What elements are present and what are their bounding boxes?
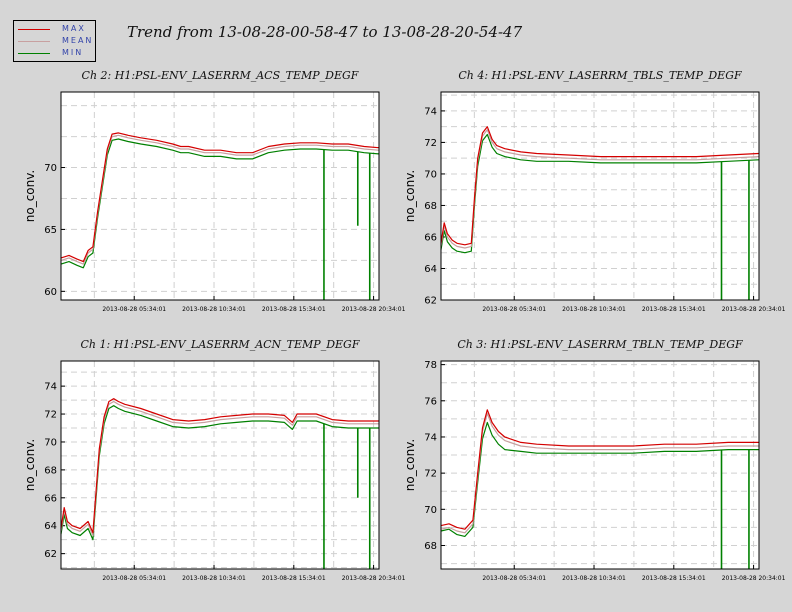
- legend-label-min: MIN: [62, 48, 84, 57]
- y-tick-label: 62: [44, 549, 57, 560]
- legend-label-mean: MEAN: [62, 36, 94, 45]
- plot-frame: [60, 91, 380, 301]
- y-tick-label: 74: [44, 382, 57, 393]
- series-line-mean: [440, 412, 759, 534]
- plot-frame: [440, 360, 760, 570]
- series-line-min: [440, 133, 759, 254]
- x-tick-label: 2013-08-28 05:34:01: [102, 575, 166, 582]
- y-tick-label: 62: [424, 296, 437, 307]
- chart-title-ch2: Ch 2: H1:PSL-ENV_LASERRM_ACS_TEMP_DEGF: [81, 69, 359, 82]
- x-tick-label: 2013-08-28 05:34:01: [482, 306, 546, 313]
- series-line-min: [60, 405, 379, 541]
- y-tick-label: 64: [424, 264, 437, 275]
- y-tick-label: 72: [424, 138, 437, 149]
- x-tick-label: 2013-08-28 15:34:01: [642, 575, 706, 582]
- x-tick-label: 2013-08-28 10:34:01: [182, 306, 246, 313]
- y-tick-label: 78: [424, 360, 437, 371]
- plot-frame: [440, 91, 760, 301]
- y-tick-label: 72: [424, 469, 437, 480]
- y-tick-label: 74: [424, 106, 437, 117]
- y-tick-label: 72: [44, 410, 57, 421]
- chart-ch1: 62 64 66 68 70 72 74 2013-08-28 05:34:01 2013-08…: [23, 360, 406, 582]
- series-line-min: [440, 421, 759, 538]
- x-tick-label: 2013-08-28 20:34:01: [722, 306, 786, 313]
- x-tick-label: 2013-08-28 10:34:01: [562, 575, 626, 582]
- page-title: Trend from 13-08-28-00-58-47 to 13-08-28…: [127, 23, 523, 41]
- series-line-min: [60, 138, 379, 269]
- y-axis-label: no_conv.: [403, 170, 417, 222]
- y-tick-label: 68: [44, 465, 57, 476]
- y-tick-label: 70: [424, 169, 437, 180]
- x-tick-label: 2013-08-28 20:34:01: [342, 575, 406, 582]
- chart-title-ch1: Ch 1: H1:PSL-ENV_LASERRM_ACN_TEMP_DEGF: [80, 338, 360, 351]
- x-tick-label: 2013-08-28 10:34:01: [182, 575, 246, 582]
- legend: MAX MEAN MIN: [13, 20, 96, 62]
- y-axis-label: no_conv.: [403, 439, 417, 491]
- x-tick-label: 2013-08-28 15:34:01: [642, 306, 706, 313]
- legend-item-max: MAX: [18, 24, 94, 34]
- series-line-mean: [440, 129, 759, 249]
- series-line-mean: [60, 134, 379, 265]
- y-axis-label: no_conv.: [23, 170, 37, 222]
- x-tick-label: 2013-08-28 10:34:01: [562, 306, 626, 313]
- chart-title-ch3: Ch 3: H1:PSL-ENV_LASERRM_TBLN_TEMP_DEGF: [457, 338, 743, 351]
- y-tick-label: 70: [44, 437, 57, 448]
- series-line-max: [440, 126, 759, 246]
- x-tick-label: 2013-08-28 15:34:01: [262, 575, 326, 582]
- legend-swatch-mean: [18, 41, 50, 42]
- y-tick-label: 70: [424, 505, 437, 516]
- y-tick-label: 68: [424, 541, 437, 552]
- chart-ch3: 68 70 72 74 76 78 2013-08-28 05:34:01 2013-08-2…: [403, 360, 786, 582]
- chart-ch2: 60 65 70 2013-08-28 05:34:01 2013-08-28 10:3…: [23, 91, 406, 313]
- y-tick-label: 66: [44, 493, 57, 504]
- y-tick-label: 70: [44, 163, 57, 174]
- series-line-mean: [60, 400, 379, 537]
- chart-title-ch4: Ch 4: H1:PSL-ENV_LASERRM_TBLS_TEMP_DEGF: [458, 69, 742, 82]
- y-axis-label: no_conv.: [23, 439, 37, 491]
- plot-frame: [60, 360, 380, 570]
- plot-area: [61, 92, 379, 300]
- series-line-max: [60, 398, 379, 534]
- y-tick-label: 68: [424, 201, 437, 212]
- x-tick-label: 2013-08-28 20:34:01: [722, 575, 786, 582]
- x-tick-label: 2013-08-28 05:34:01: [482, 575, 546, 582]
- legend-item-mean: MEAN: [18, 36, 94, 46]
- legend-swatch-min: [18, 53, 50, 54]
- y-tick-label: 74: [424, 432, 437, 443]
- y-tick-label: 65: [44, 225, 57, 236]
- x-tick-label: 2013-08-28 05:34:01: [102, 306, 166, 313]
- legend-item-min: MIN: [18, 48, 94, 58]
- y-tick-label: 76: [424, 396, 437, 407]
- series-line-max: [440, 409, 759, 530]
- series-line-max: [60, 132, 379, 263]
- plot-area: [61, 361, 379, 569]
- chart-ch4: 62 64 66 68 70 72 74 2013-08-28 05:34:01 2013-08…: [403, 91, 786, 313]
- x-tick-label: 2013-08-28 20:34:01: [342, 306, 406, 313]
- y-tick-label: 64: [44, 521, 57, 532]
- y-tick-label: 60: [44, 287, 57, 298]
- plot-area: [441, 361, 759, 569]
- legend-swatch-max: [18, 29, 50, 30]
- y-tick-label: 66: [424, 232, 437, 243]
- legend-label-max: MAX: [62, 24, 86, 33]
- x-tick-label: 2013-08-28 15:34:01: [262, 306, 326, 313]
